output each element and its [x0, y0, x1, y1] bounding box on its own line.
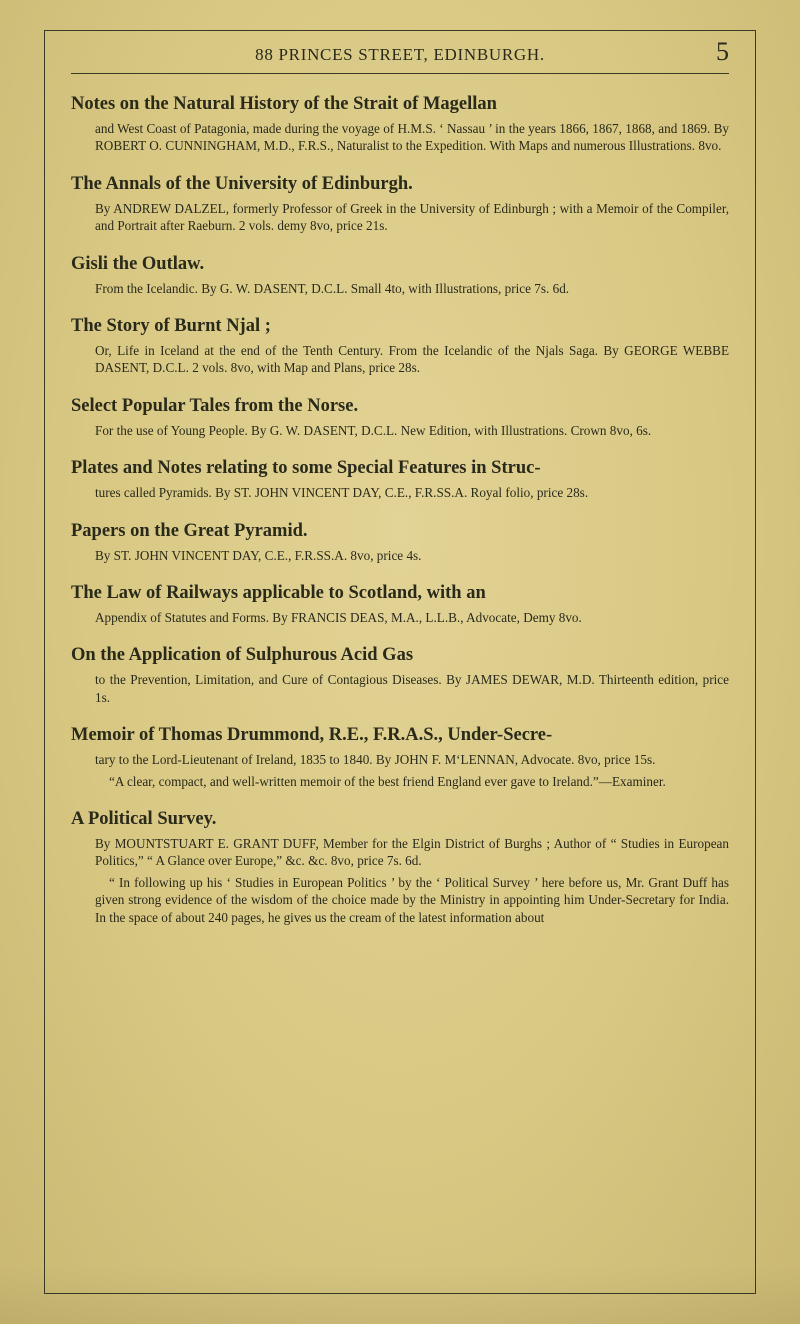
catalog-entry: The Law of Railways applicable to Scotla…: [71, 581, 729, 626]
entry-body-text: By MOUNTSTUART E. GRANT DUFF, Member for…: [95, 835, 729, 870]
catalog-entry: The Annals of the University of Edinburg…: [71, 172, 729, 235]
entry-body: For the use of Young People. By G. W. DA…: [71, 422, 729, 439]
catalog-entry: A Political Survey. By MOUNTSTUART E. GRA…: [71, 807, 729, 926]
entry-body-text: For the use of Young People. By G. W. DA…: [95, 422, 729, 439]
entry-body: By ANDREW DALZEL, formerly Professor of …: [71, 200, 729, 235]
catalog-entry: The Story of Burnt Njal ; Or, Life in Ice…: [71, 314, 729, 377]
catalog-entry: Plates and Notes relating to some Specia…: [71, 456, 729, 501]
entry-body-text: From the Icelandic. By G. W. DASENT, D.C…: [95, 280, 729, 297]
entry-body-text: By ANDREW DALZEL, formerly Professor of …: [95, 200, 729, 235]
entry-body-text: and West Coast of Patagonia, made during…: [95, 120, 729, 155]
entry-title: The Law of Railways applicable to Scotla…: [71, 581, 729, 606]
entry-body-text: By ST. JOHN VINCENT DAY, C.E., F.R.SS.A.…: [95, 547, 729, 564]
text-frame: 88 PRINCES STREET, EDINBURGH. 5 Notes on…: [44, 30, 756, 1294]
catalog-entry: Select Popular Tales from the Norse. For …: [71, 394, 729, 439]
catalog-entry: Notes on the Natural History of the Stra…: [71, 92, 729, 155]
entry-title: A Political Survey.: [71, 807, 729, 832]
entry-title: The Story of Burnt Njal ;: [71, 314, 729, 339]
entry-title: Gisli the Outlaw.: [71, 252, 729, 277]
entry-title: Plates and Notes relating to some Specia…: [71, 456, 729, 481]
entry-title: Memoir of Thomas Drummond, R.E., F.R.A.S…: [71, 723, 729, 748]
entry-body: and West Coast of Patagonia, made during…: [71, 120, 729, 155]
catalog-entry: On the Application of Sulphurous Acid Ga…: [71, 643, 729, 706]
entry-body: Appendix of Statutes and Forms. By FRANC…: [71, 609, 729, 626]
page-number: 5: [716, 37, 729, 67]
catalog-entry: Gisli the Outlaw. From the Icelandic. By …: [71, 252, 729, 297]
entry-body: tary to the Lord-Lieutenant of Ireland, …: [71, 751, 729, 790]
entry-body-text: tary to the Lord-Lieutenant of Ireland, …: [95, 751, 729, 768]
running-head-title: 88 PRINCES STREET, EDINBURGH.: [255, 45, 545, 64]
entry-title: On the Application of Sulphurous Acid Ga…: [71, 643, 729, 668]
entry-quote: “A clear, compact, and well-written memo…: [95, 773, 729, 790]
entry-body: Or, Life in Iceland at the end of the Te…: [71, 342, 729, 377]
entry-body-text: Or, Life in Iceland at the end of the Te…: [95, 342, 729, 377]
entry-title: Select Popular Tales from the Norse.: [71, 394, 729, 419]
entry-body-text: to the Prevention, Limitation, and Cure …: [95, 671, 729, 706]
entry-body-text: Appendix of Statutes and Forms. By FRANC…: [95, 609, 729, 626]
entry-body: By ST. JOHN VINCENT DAY, C.E., F.R.SS.A.…: [71, 547, 729, 564]
entry-title: The Annals of the University of Edinburg…: [71, 172, 729, 197]
catalog-entry: Papers on the Great Pyramid. By ST. JOHN …: [71, 519, 729, 564]
entry-quote: “ In following up his ‘ Studies in Europ…: [95, 874, 729, 926]
running-head: 88 PRINCES STREET, EDINBURGH. 5: [71, 31, 729, 74]
catalog-entry: Memoir of Thomas Drummond, R.E., F.R.A.S…: [71, 723, 729, 790]
entry-body: By MOUNTSTUART E. GRANT DUFF, Member for…: [71, 835, 729, 926]
entry-title: Notes on the Natural History of the Stra…: [71, 92, 729, 117]
entry-title: Papers on the Great Pyramid.: [71, 519, 729, 544]
rule-gap: [71, 74, 729, 92]
page: 88 PRINCES STREET, EDINBURGH. 5 Notes on…: [0, 0, 800, 1324]
entry-body: From the Icelandic. By G. W. DASENT, D.C…: [71, 280, 729, 297]
entries-container: Notes on the Natural History of the Stra…: [71, 92, 729, 926]
entry-body-text: tures called Pyramids. By ST. JOHN VINCE…: [95, 484, 729, 501]
entry-body: to the Prevention, Limitation, and Cure …: [71, 671, 729, 706]
entry-body: tures called Pyramids. By ST. JOHN VINCE…: [71, 484, 729, 501]
